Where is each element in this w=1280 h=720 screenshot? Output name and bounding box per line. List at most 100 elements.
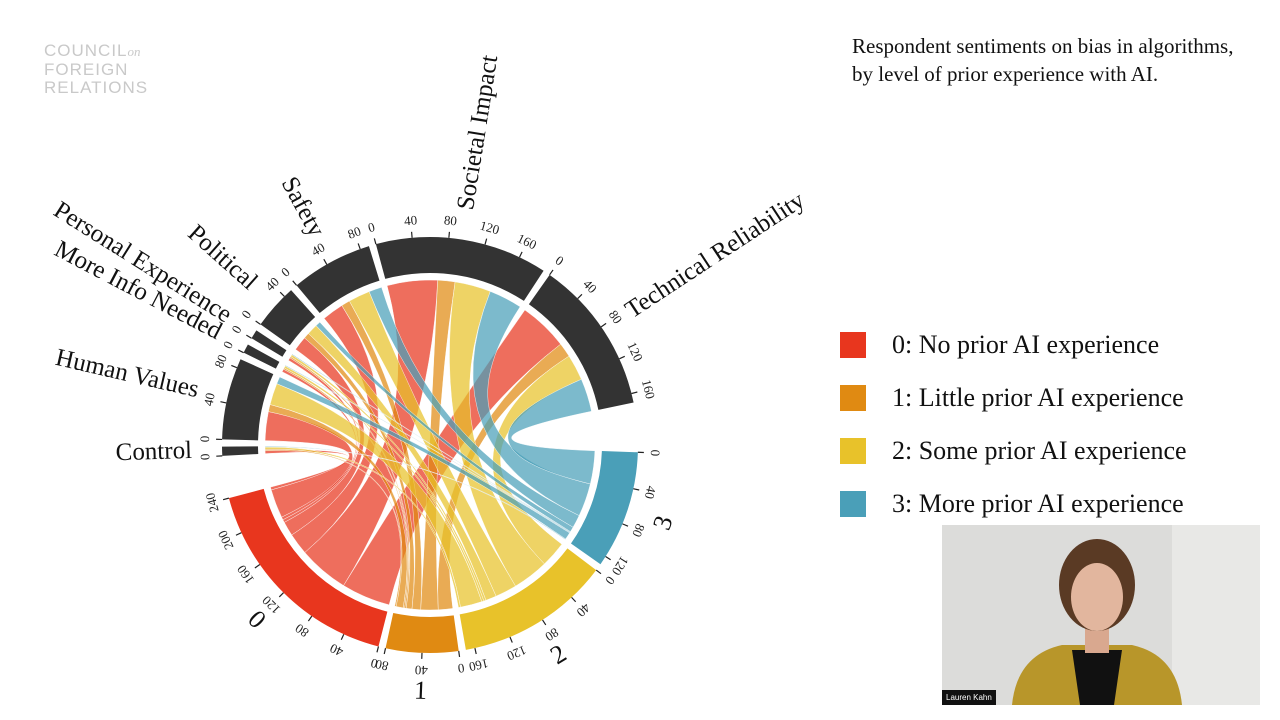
logo-word: on: [127, 44, 141, 59]
theme-arc: [222, 359, 274, 441]
tick-label: 80: [292, 621, 311, 641]
tick-mark: [222, 497, 230, 501]
tick-mark: [340, 634, 345, 640]
tick-label: 0: [238, 307, 254, 321]
theme-label: Safety: [276, 172, 330, 241]
logo: COUNCILon FOREIGN RELATIONS: [44, 42, 148, 97]
tick-label: 0: [369, 655, 379, 671]
theme-arc: [222, 446, 259, 456]
tick-mark: [246, 334, 252, 339]
tick-mark: [448, 231, 451, 238]
tick-mark: [631, 391, 638, 395]
tick-mark: [383, 648, 387, 655]
group-label: 3: [647, 512, 679, 534]
participant-name: Lauren Kahn: [942, 690, 996, 705]
legend-swatch: [840, 331, 866, 358]
group-arc: [570, 451, 638, 565]
tick-label: 40: [309, 239, 328, 258]
legend-label: 1: Little prior AI experience: [892, 382, 1184, 412]
tick-label: 120: [624, 340, 646, 364]
tick-label: 0: [197, 453, 212, 460]
group-label: 2: [545, 639, 571, 671]
tick-label: 40: [403, 212, 417, 228]
tick-mark: [220, 401, 227, 404]
tick-label: 0: [457, 660, 466, 676]
tick-label: 40: [262, 274, 282, 294]
tick-mark: [518, 251, 523, 258]
tick-mark: [633, 488, 640, 491]
theme-arc: [528, 274, 634, 410]
tick-mark: [231, 364, 238, 369]
legend: 0: No prior AI experience 1: Little prior…: [840, 318, 1187, 530]
logo-line: FOREIGN: [44, 60, 129, 79]
group-label: 0: [242, 604, 272, 634]
ribbons: [264, 279, 596, 611]
tick-label: 0: [553, 252, 567, 268]
tick-label: 0: [366, 219, 376, 235]
tick-label: 40: [574, 600, 594, 620]
tick-label: 0: [602, 573, 618, 587]
legend-swatch: [840, 490, 866, 517]
logo-line: RELATIONS: [44, 78, 149, 97]
tick-label: 160: [515, 230, 539, 252]
legend-swatch: [840, 384, 866, 411]
tick-label: 0: [648, 449, 663, 456]
legend-label: 2: Some prior AI experience: [892, 435, 1187, 465]
group-arc: [228, 488, 388, 647]
legend-entry: 3: More prior AI experience: [840, 477, 1187, 530]
tick-mark: [307, 615, 313, 622]
tick-mark: [376, 646, 380, 653]
tick-mark: [235, 532, 242, 536]
tick-label: 40: [415, 663, 429, 678]
video-frame: [1012, 525, 1260, 705]
tick-mark: [509, 636, 513, 643]
tick-label: 0: [220, 339, 236, 351]
tick-label: 0: [278, 264, 293, 280]
tick-label: 240: [202, 491, 221, 514]
tick-label: 120: [505, 643, 529, 664]
group-arc: [385, 613, 459, 653]
tick-mark: [600, 322, 607, 328]
theme-arc: [243, 344, 280, 369]
face: [1071, 563, 1123, 631]
tick-mark: [619, 355, 626, 360]
tick-mark: [237, 349, 244, 354]
ribbon: [507, 379, 596, 485]
tick-mark: [255, 320, 261, 325]
legend-label: 0: No prior AI experience: [892, 329, 1160, 359]
tick-mark: [410, 231, 413, 238]
tick-mark: [458, 650, 461, 658]
tick-label: 160: [234, 562, 257, 587]
logo-word: COUNCIL: [44, 41, 128, 60]
tick-label: 40: [642, 485, 659, 501]
tick-label: 80: [443, 212, 457, 228]
theme-arc: [260, 290, 316, 346]
tick-label: 80: [629, 522, 648, 540]
wall: [1172, 525, 1260, 705]
tick-label: 80: [374, 657, 390, 674]
tick-mark: [292, 280, 298, 286]
theme-label: Control: [115, 437, 192, 466]
tick-label: 200: [215, 528, 237, 552]
tick-mark: [622, 523, 629, 527]
theme-arc: [296, 246, 380, 314]
group-label: 1: [413, 676, 427, 705]
tick-label: 120: [478, 218, 501, 238]
tick-label: 120: [609, 554, 632, 579]
tick-label: 80: [211, 352, 230, 370]
tick-mark: [484, 238, 488, 245]
tick-label: 160: [639, 378, 658, 401]
tick-mark: [605, 556, 611, 561]
logo-line: COUNCILon: [44, 42, 148, 61]
theme-arc: [375, 237, 544, 301]
video-tile: Lauren Kahn: [942, 525, 1260, 705]
legend-swatch: [840, 437, 866, 464]
tick-mark: [373, 238, 377, 245]
tick-mark: [278, 592, 284, 598]
tick-label: 80: [606, 307, 626, 326]
shirt: [1072, 650, 1122, 705]
tick-label: 160: [468, 656, 490, 675]
tick-mark: [595, 569, 602, 575]
